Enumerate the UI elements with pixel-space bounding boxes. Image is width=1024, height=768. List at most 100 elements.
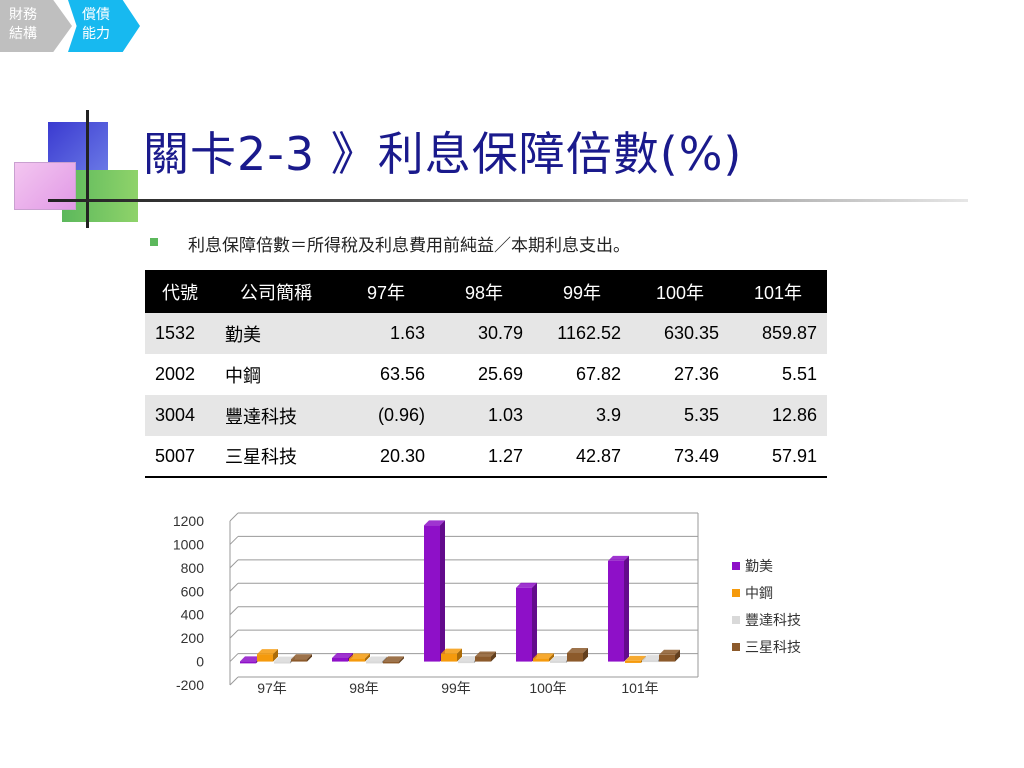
breadcrumb-solvency[interactable]: 償債 能力 xyxy=(68,0,140,52)
cell-value: 3.9 xyxy=(533,395,631,436)
cell-value: 67.82 xyxy=(533,354,631,395)
cell-code: 1532 xyxy=(145,313,215,354)
legend-item: 中鋼 xyxy=(732,579,801,606)
y-tick-label: 200 xyxy=(181,630,205,646)
breadcrumb-financial-structure[interactable]: 財務 結構 xyxy=(0,0,72,52)
gridline-depth xyxy=(229,559,239,569)
legend-item: 三星科技 xyxy=(732,633,801,660)
page-title: 關卡2-3 》利息保障倍數(%) xyxy=(143,127,743,181)
bar-三星科技 xyxy=(659,654,675,662)
cell-value: 73.49 xyxy=(631,436,729,478)
bar-top xyxy=(383,656,404,662)
bar-top xyxy=(516,582,537,588)
bar-三星科技 xyxy=(567,652,583,662)
gridline-depth xyxy=(229,512,239,522)
y-tick-label: 0 xyxy=(196,654,204,670)
gridline-depth xyxy=(229,653,239,662)
header-year-98: 98年 xyxy=(435,270,533,313)
breadcrumb-label-line1: 財務 xyxy=(9,7,37,23)
x-tick-label: 98年 xyxy=(349,680,379,696)
bar-中鋼 xyxy=(257,654,273,662)
bar-side xyxy=(440,520,445,662)
bar-三星科技 xyxy=(383,661,399,664)
y-tick-label: 800 xyxy=(181,560,205,576)
cell-value: 20.30 xyxy=(337,436,435,478)
bar-top xyxy=(608,555,629,561)
bar-三星科技 xyxy=(291,659,307,662)
table-row: 1532 勤美 1.63 30.79 1162.52 630.35 859.87 xyxy=(145,313,827,354)
legend-item: 勤美 xyxy=(732,552,801,579)
bar-side xyxy=(399,656,404,664)
bar-豐達科技 xyxy=(642,660,658,663)
bar-top xyxy=(240,656,261,662)
cell-value: 630.35 xyxy=(631,313,729,354)
interest-coverage-table: 代號 公司簡稱 97年 98年 99年 100年 101年 1532 勤美 1.… xyxy=(145,270,827,478)
bar-side xyxy=(675,649,680,662)
legend-swatch xyxy=(732,561,740,570)
bar-top xyxy=(475,651,496,657)
y-tick-label: -200 xyxy=(176,677,204,693)
bar-豐達科技 xyxy=(366,661,382,664)
x-tick-label: 101年 xyxy=(621,680,658,696)
bar-side xyxy=(583,647,588,662)
cell-value: 27.36 xyxy=(631,354,729,395)
bar-side xyxy=(549,653,554,662)
bar-勤美 xyxy=(240,661,256,664)
y-tick-label: 400 xyxy=(181,607,205,623)
header-company: 公司簡稱 xyxy=(215,270,337,313)
bar-top xyxy=(349,653,370,659)
bar-top xyxy=(441,648,462,654)
bar-豐達科技 xyxy=(550,660,566,663)
cell-value: 1.63 xyxy=(337,313,435,354)
bar-side xyxy=(532,582,537,662)
bar-top xyxy=(257,649,278,655)
bar-top xyxy=(642,655,663,661)
cell-code: 5007 xyxy=(145,436,215,478)
header-year-101: 101年 xyxy=(729,270,827,313)
cell-company: 豐達科技 xyxy=(215,395,337,436)
breadcrumb-label-line1: 償債 xyxy=(82,7,110,23)
bullet-square-icon xyxy=(150,238,158,246)
legend-item: 豐達科技 xyxy=(732,606,801,633)
cell-value: 5.51 xyxy=(729,354,827,395)
bar-豐達科技 xyxy=(274,661,290,664)
bar-top xyxy=(458,656,479,662)
cell-value: 30.79 xyxy=(435,313,533,354)
header-year-97: 97年 xyxy=(337,270,435,313)
y-tick-label: 1200 xyxy=(173,513,204,529)
bar-top xyxy=(533,653,554,659)
gridline-depth xyxy=(229,629,239,639)
table-header-row: 代號 公司簡稱 97年 98年 99年 100年 101年 xyxy=(145,270,827,313)
chart-legend: 勤美 中鋼 豐達科技 三星科技 xyxy=(732,552,801,660)
y-tick-label: 1000 xyxy=(173,536,204,552)
bar-side xyxy=(457,648,462,662)
bar-top xyxy=(332,652,353,658)
bar-side xyxy=(624,555,629,662)
y-tick-label: 600 xyxy=(181,583,205,599)
bar-top xyxy=(274,656,295,662)
cell-value: 5.35 xyxy=(631,395,729,436)
bar-top xyxy=(567,647,588,653)
interest-coverage-chart: 1200 1000 800 600 400 200 0 -200 97年 98年 99年 100年 10… xyxy=(173,512,699,696)
bar-side xyxy=(491,651,496,662)
bar-中鋼 xyxy=(533,658,549,662)
legend-swatch xyxy=(732,588,740,597)
bar-side xyxy=(273,649,278,662)
cell-value: 859.87 xyxy=(729,313,827,354)
bar-side xyxy=(307,654,312,662)
cell-value: (0.96) xyxy=(337,395,435,436)
cell-company: 中鋼 xyxy=(215,354,337,395)
bar-勤美 xyxy=(516,587,532,662)
bar-豐達科技 xyxy=(458,661,474,664)
legend-swatch xyxy=(732,615,740,624)
x-tick-label: 97年 xyxy=(257,680,287,696)
bar-top xyxy=(625,655,646,661)
decor-horizontal-line xyxy=(48,199,968,202)
bar-三星科技 xyxy=(475,656,491,662)
cell-code: 3004 xyxy=(145,395,215,436)
cell-value: 57.91 xyxy=(729,436,827,478)
header-code: 代號 xyxy=(145,270,215,313)
bar-勤美 xyxy=(424,525,440,662)
cell-value: 1.03 xyxy=(435,395,533,436)
cell-value: 12.86 xyxy=(729,395,827,436)
